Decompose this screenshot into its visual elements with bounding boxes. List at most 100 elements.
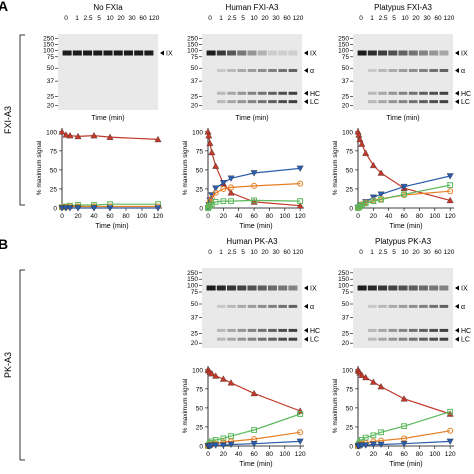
data-point [220, 185, 227, 192]
data-point [90, 205, 98, 212]
data-point [362, 200, 369, 207]
data-point [206, 139, 214, 146]
band-label-hc: HC [310, 328, 320, 335]
band-ix [247, 50, 257, 56]
data-point [205, 132, 213, 139]
mw-marker-label: 25 [47, 93, 55, 100]
data-point [362, 373, 370, 381]
mw-marker-label: 37 [47, 78, 55, 85]
x-tick-label: 20 [220, 213, 228, 220]
band-lc [278, 100, 287, 104]
data-point [62, 131, 70, 138]
band-hc [268, 91, 277, 95]
band-alpha [247, 304, 257, 308]
y-tick-label: 25 [196, 424, 204, 431]
gel-background [353, 268, 453, 348]
x-tick-label: 80 [266, 213, 274, 220]
band-arrow-icon [455, 67, 459, 73]
y-tick-label: 0 [53, 206, 57, 213]
mw-marker-label: 250 [338, 270, 349, 277]
data-point [106, 133, 114, 140]
band-label-alpha: α [310, 304, 314, 311]
band-arrow-icon [160, 50, 164, 56]
mw-marker-label: 100 [187, 283, 198, 290]
x-tick-label: 40 [385, 213, 393, 220]
band-ix [398, 285, 408, 291]
band-ix [367, 50, 377, 56]
band-hc [368, 328, 377, 332]
band-arrow-icon [455, 336, 459, 342]
band-arrow-icon [455, 50, 459, 56]
chart-b2: 0 25 50 75 100 0 20 40 60 80 100 120 Time (min) % max… [332, 366, 456, 468]
data-point [447, 427, 454, 434]
band-alpha [388, 68, 398, 72]
gel-panel-b2: Platypus PK-A30 1 2.5 5 10 20 30 60 120250150100… [338, 237, 471, 348]
gel-time-label: 60 [283, 249, 291, 256]
data-point [227, 175, 235, 182]
band-ix [439, 285, 449, 291]
band-ix [378, 285, 388, 291]
band-hc [388, 91, 398, 95]
gel-title: Human FXI-A3 [226, 3, 279, 12]
side-label-b: PK-A3 [3, 352, 13, 378]
gel-time-label: 0 [64, 15, 68, 22]
data-point [297, 198, 304, 205]
band-label-hc: HC [310, 91, 320, 98]
x-tick-label: 120 [153, 213, 164, 220]
data-point [250, 170, 258, 177]
x-axis-label: Time (min) [239, 223, 272, 230]
band-hc [237, 91, 247, 95]
band-alpha [227, 68, 236, 72]
band-alpha [398, 68, 408, 72]
band-ix [429, 50, 439, 56]
gel-time-label: 5 [392, 249, 396, 256]
data-point [447, 408, 454, 415]
x-tick-label: 100 [429, 451, 440, 458]
band-hc [217, 91, 226, 95]
x-tick-label: 100 [279, 451, 290, 458]
y-tick-label: 50 [196, 167, 204, 174]
y-tick-label: 100 [342, 367, 353, 374]
gel-xlabel: Time (min) [91, 115, 124, 122]
data-point [297, 411, 304, 417]
gel-time-label: 1 [370, 15, 374, 22]
data-point [377, 169, 385, 176]
band-ix [237, 285, 247, 291]
data-point [369, 161, 377, 169]
gel-background [202, 268, 302, 348]
data-point [358, 202, 365, 208]
data-point [212, 372, 220, 379]
band-hc [257, 91, 267, 95]
y-tick-label: 50 [346, 167, 354, 174]
band-ix [113, 50, 123, 56]
x-tick-label: 20 [74, 213, 82, 220]
data-point [369, 378, 377, 385]
band-ix [388, 50, 398, 56]
y-tick-label: 75 [346, 386, 354, 393]
band-lc [429, 337, 438, 341]
panel-letter-a: A [0, 0, 8, 14]
band-alpha [429, 68, 438, 72]
gel-title: Platypus PK-A3 [375, 237, 432, 246]
gel-time-label: 10 [250, 249, 258, 256]
band-alpha [398, 304, 408, 308]
y-axis-label: % maximum signal [182, 378, 189, 433]
band-hc [217, 328, 226, 332]
data-point [369, 441, 377, 448]
band-hc [247, 328, 257, 332]
band-alpha [388, 304, 398, 308]
x-tick-label: 60 [106, 213, 114, 220]
band-label-alpha: α [461, 68, 465, 75]
band-alpha [378, 68, 387, 72]
x-tick-label: 0 [60, 213, 64, 220]
y-tick-label: 0 [199, 444, 203, 451]
band-alpha [278, 68, 287, 72]
gel-time-label: 5 [392, 15, 396, 22]
data-point [400, 395, 408, 402]
mw-marker-label: 37 [342, 315, 350, 322]
band-ix [398, 50, 408, 56]
x-axis-label: Time (min) [389, 461, 422, 468]
data-point [154, 205, 162, 212]
gel-time-label: 60 [434, 15, 442, 22]
x-tick-label: 40 [385, 451, 393, 458]
